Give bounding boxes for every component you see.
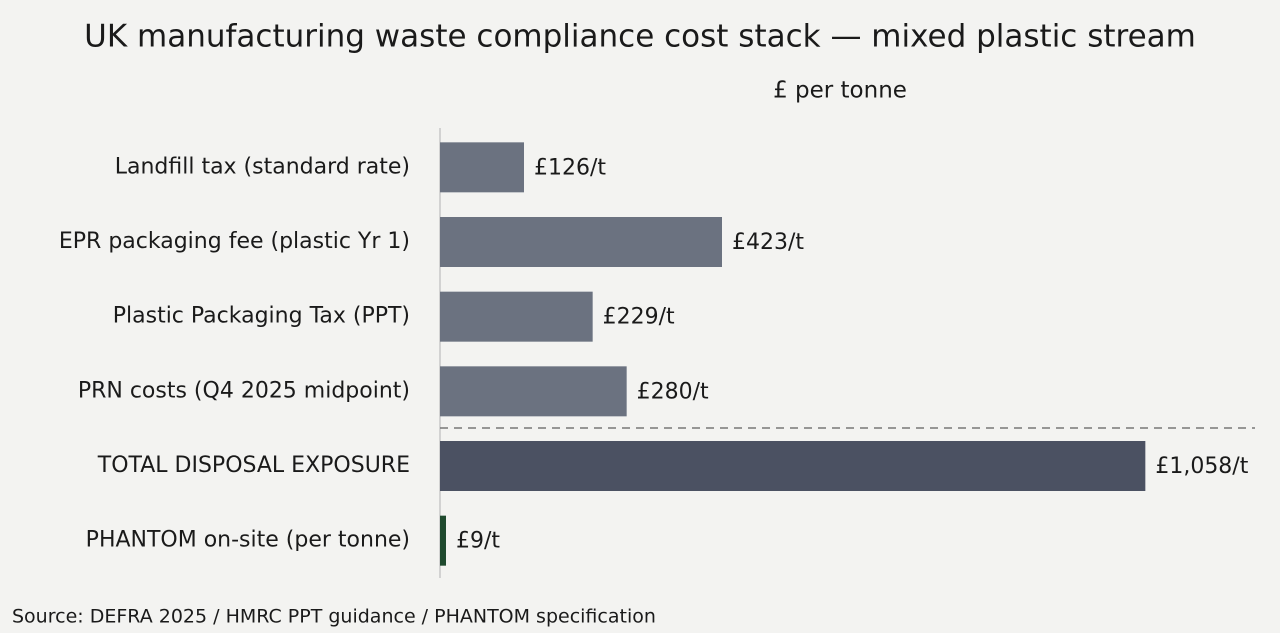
bar: [440, 142, 524, 193]
source: Source: DEFRA 2025 / HMRC PPT guidance /…: [12, 606, 656, 628]
value-label: £423/t: [732, 230, 804, 255]
value-label: £126/t: [534, 155, 606, 180]
value-label: £1,058/t: [1155, 454, 1248, 479]
category-label: TOTAL DISPOSAL EXPOSURE: [97, 453, 410, 478]
value-label: £9/t: [456, 529, 500, 554]
category-label: EPR packaging fee (plastic Yr 1): [59, 229, 410, 254]
bar: [440, 441, 1146, 491]
category-label: PRN costs (Q4 2025 midpoint): [78, 378, 410, 403]
bar: [440, 366, 627, 417]
bar: [440, 217, 722, 267]
category-label: Plastic Packaging Tax (PPT): [113, 304, 410, 329]
chart-title: UK manufacturing waste compliance cost s…: [84, 19, 1196, 55]
value-label: £229/t: [603, 305, 675, 330]
bar: [440, 515, 446, 566]
category-label: Landfill tax (standard rate): [115, 154, 410, 179]
value-label: £280/t: [637, 379, 709, 404]
category-label: PHANTOM on-site (per tonne): [86, 528, 410, 553]
axis-label: £ per tonne: [773, 78, 907, 104]
bar: [440, 291, 593, 342]
